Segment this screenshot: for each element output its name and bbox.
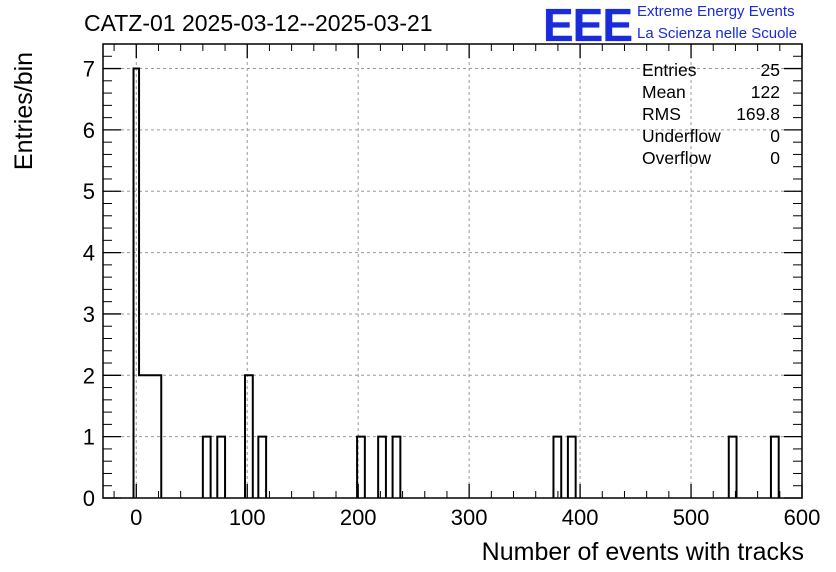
stats-value: 0 xyxy=(770,126,780,146)
tick-labels: 0 100 200 300 400 500 600 0 1 2 3 4 5 6 7 xyxy=(83,57,821,530)
y-tick-label: 4 xyxy=(83,241,95,266)
stats-value: 0 xyxy=(770,148,780,168)
stats-value: 25 xyxy=(760,60,780,80)
stats-label: Underflow xyxy=(642,126,721,146)
y-tick-label: 2 xyxy=(83,363,95,388)
stats-box: Entries 25 Mean 122 RMS 169.8 Underflow … xyxy=(642,59,780,169)
histogram-series xyxy=(132,67,780,498)
x-tick-label: 0 xyxy=(130,505,142,530)
chart-title: CATZ-01 2025-03-12--2025-03-21 xyxy=(84,10,433,36)
eee-logo: EEE xyxy=(543,0,633,51)
stats-row-underflow: Underflow 0 xyxy=(642,125,780,147)
stats-label: Overflow xyxy=(642,148,712,168)
x-tick-label: 600 xyxy=(784,505,821,530)
x-tick-label: 500 xyxy=(673,505,710,530)
y-tick-label: 0 xyxy=(83,486,95,511)
axis-ticks xyxy=(103,44,803,499)
stats-label: Mean xyxy=(642,82,686,102)
x-tick-label: 200 xyxy=(340,505,377,530)
logo-line-2: La Scienza nelle Scuole xyxy=(637,25,798,42)
logo-line-1: Extreme Energy Events xyxy=(637,3,795,20)
x-tick-label: 400 xyxy=(562,505,599,530)
x-axis-label: Number of events with tracks xyxy=(481,538,804,566)
y-tick-label: 3 xyxy=(83,302,95,327)
y-tick-label: 7 xyxy=(83,57,95,82)
x-tick-label: 100 xyxy=(229,505,266,530)
stats-value: 122 xyxy=(750,82,780,102)
stats-row-rms: RMS 169.8 xyxy=(642,103,780,125)
stats-value: 169.8 xyxy=(736,104,780,124)
stats-row-overflow: Overflow 0 xyxy=(642,147,780,169)
grid-lines xyxy=(103,44,802,498)
stats-label: Entries xyxy=(642,60,697,80)
stats-label: RMS xyxy=(642,104,681,124)
y-axis-label: Entries/bin xyxy=(10,51,38,171)
plot-frame xyxy=(102,43,803,499)
stats-row-entries: Entries 25 xyxy=(642,59,780,81)
stats-row-mean: Mean 122 xyxy=(642,81,780,103)
x-tick-label: 300 xyxy=(451,505,488,530)
y-tick-label: 6 xyxy=(83,118,95,143)
y-tick-label: 5 xyxy=(83,179,95,204)
y-tick-label: 1 xyxy=(83,425,95,450)
